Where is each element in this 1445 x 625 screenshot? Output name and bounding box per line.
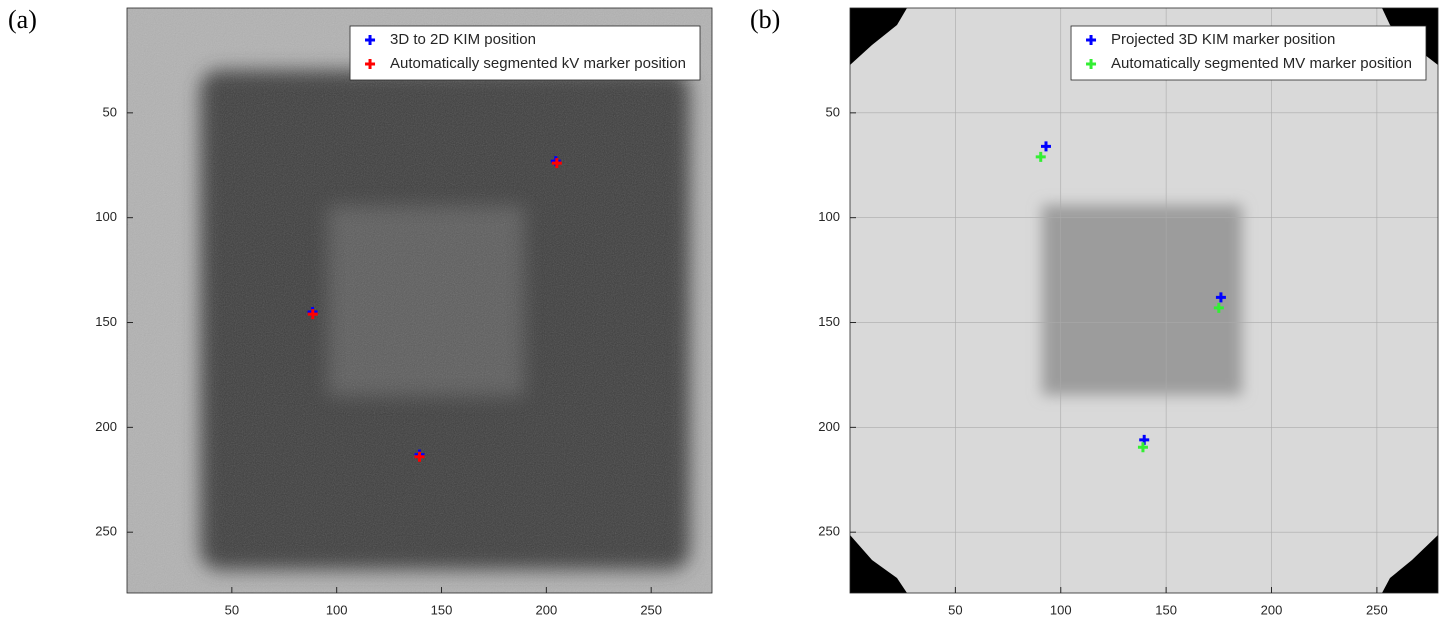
legend-label: Projected 3D KIM marker position [1111,31,1335,48]
y-tick-label: 50 [826,104,840,119]
legend: Projected 3D KIM marker position Automati… [1070,25,1427,81]
y-tick-label: 250 [95,524,117,539]
panel-label: (a) [8,5,37,34]
legend-marker [1086,59,1097,69]
x-tick-label: 50 [948,602,962,617]
marker [551,158,562,169]
y-tick-label: 250 [818,524,840,539]
y-tick-label: 200 [818,419,840,434]
y-tick-label: 100 [95,209,117,224]
marker [1041,141,1051,152]
x-tick-label: 150 [431,602,453,617]
marker [1215,292,1226,303]
y-tick-label: 100 [818,209,840,224]
panel-label: (b) [750,5,780,34]
legend-marker [1086,35,1097,45]
legend-box [1070,25,1427,81]
marker [414,451,425,462]
legend-box [349,25,701,81]
axes-box [849,7,1439,594]
image [127,8,712,593]
axes-box [126,7,713,594]
x-tick-label: 100 [326,602,348,617]
x-tick-label: 50 [225,602,239,617]
marker [1035,151,1046,162]
legend-label: Automatically segmented MV marker positi… [1111,55,1412,72]
x-tick-label: 150 [1155,602,1177,617]
y-tick-label: 200 [95,419,117,434]
x-tick-label: 250 [640,602,662,617]
x-tick-label: 100 [1050,602,1072,617]
legend-marker [365,59,376,69]
legend-marker [365,35,376,45]
x-tick-label: 200 [1261,602,1283,617]
legend-label: Automatically segmented kV marker positi… [390,55,686,72]
legend: 3D to 2D KIM position Automatically segme… [349,25,701,81]
image [850,8,1438,593]
marker [1213,302,1224,313]
marker [307,309,318,320]
y-tick-label: 150 [95,314,117,329]
y-tick-label: 150 [818,314,840,329]
marker [1137,442,1148,453]
legend-label: 3D to 2D KIM position [390,31,536,48]
x-tick-label: 200 [536,602,558,617]
y-tick-label: 50 [103,104,117,119]
panel: (a) 50 100 150 200 250 50 100 150 200 250 3D to 2D… [8,5,713,617]
panel: (b) 50 100 150 200 250 50 100 150 200 250 Projecte… [750,5,1439,617]
x-tick-label: 250 [1366,602,1388,617]
